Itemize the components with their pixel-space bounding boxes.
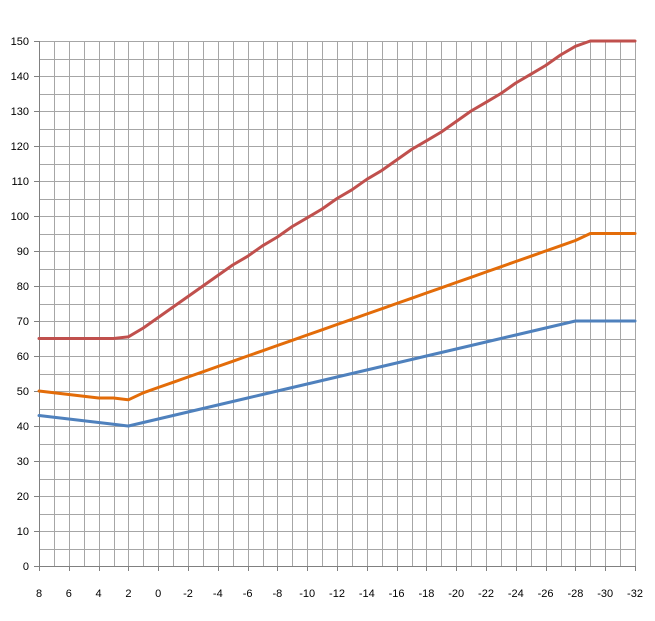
y-axis-tick-labels: 0 10 20 30 40 50 60 70 80 90 100 110 120 130 140 150 bbox=[11, 36, 29, 573]
series-line-2 bbox=[37, 232, 637, 402]
y-tick-label: 110 bbox=[11, 176, 29, 188]
x-tick-label: 6 bbox=[66, 588, 72, 600]
x-tick-label: -16 bbox=[389, 588, 405, 600]
y-tick-label: 140 bbox=[11, 71, 29, 83]
y-tick-label: 150 bbox=[11, 36, 29, 48]
x-tick-label: -20 bbox=[448, 588, 464, 600]
y-tick-label: 130 bbox=[11, 106, 29, 118]
y-tick-label: 40 bbox=[17, 421, 29, 433]
y-tick-label: 100 bbox=[11, 211, 29, 223]
y-tick-label: 70 bbox=[17, 316, 29, 328]
y-tick-label: 60 bbox=[17, 351, 29, 363]
y-tick-label: 120 bbox=[11, 141, 29, 153]
gridlines bbox=[39, 41, 636, 567]
x-tick-label: -14 bbox=[359, 588, 375, 600]
y-tick-label: 20 bbox=[17, 491, 29, 503]
x-tick-label: 4 bbox=[96, 588, 102, 600]
y-tick-label: 50 bbox=[17, 386, 29, 398]
x-axis-tick-labels: 8 6 4 2 0 -2 -4 -6 -8 -10 -12 -14 -16 -18 -20 -22 -24 -26… bbox=[36, 588, 643, 600]
series-line-1 bbox=[37, 39, 637, 340]
x-tick-label: -22 bbox=[478, 588, 494, 600]
x-tick-label: -10 bbox=[299, 588, 315, 600]
series-line-3 bbox=[37, 319, 637, 428]
y-tick-label: 80 bbox=[17, 281, 29, 293]
series-lines bbox=[37, 39, 637, 428]
x-tick-label: -32 bbox=[627, 588, 643, 600]
y-tick-label: 30 bbox=[17, 456, 29, 468]
y-tick-label: 10 bbox=[17, 526, 29, 538]
x-tick-label: -18 bbox=[418, 588, 434, 600]
x-tick-label: -28 bbox=[567, 588, 583, 600]
y-tick-label: 0 bbox=[23, 561, 29, 573]
x-tick-label: 2 bbox=[125, 588, 131, 600]
x-tick-label: 8 bbox=[36, 588, 42, 600]
x-tick-label: -6 bbox=[243, 588, 253, 600]
x-tick-label: 0 bbox=[155, 588, 161, 600]
y-tick-label: 90 bbox=[17, 246, 29, 258]
x-tick-label: -8 bbox=[273, 588, 283, 600]
x-tick-label: -4 bbox=[213, 588, 223, 600]
axes bbox=[34, 41, 636, 571]
x-tick-label: -12 bbox=[329, 588, 345, 600]
x-tick-label: -30 bbox=[597, 588, 613, 600]
x-tick-label: -26 bbox=[538, 588, 554, 600]
x-tick-label: -2 bbox=[183, 588, 193, 600]
x-tick-label: -24 bbox=[508, 588, 524, 600]
